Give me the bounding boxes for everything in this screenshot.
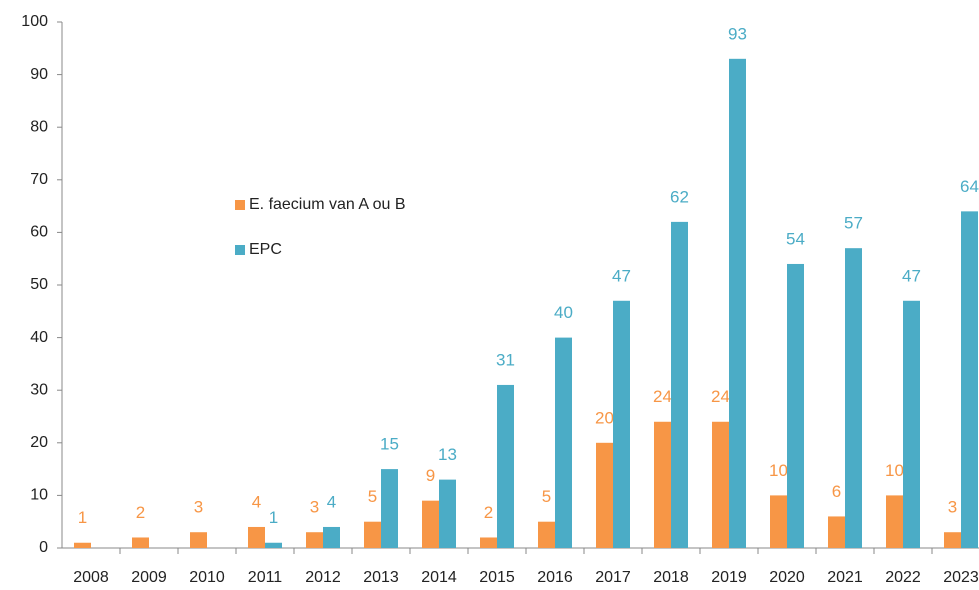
x-tick-label: 2016: [537, 569, 573, 586]
value-label: 57: [844, 214, 863, 233]
value-label: 93: [728, 24, 747, 43]
value-label: 3: [948, 498, 957, 517]
bar: [596, 442, 613, 548]
value-label: 4: [252, 492, 261, 511]
bar: [944, 532, 961, 548]
y-tick-label: 80: [30, 118, 48, 135]
x-tick-label: 2014: [421, 569, 457, 586]
y-tick-label: 100: [21, 13, 48, 30]
x-tick-label: 2011: [248, 569, 283, 586]
bar: [190, 532, 207, 548]
bar: [265, 542, 282, 548]
bar: [770, 495, 787, 548]
y-tick-label: 60: [30, 224, 48, 241]
bar: [828, 516, 845, 548]
value-label: 47: [902, 266, 921, 285]
legend-swatch: [235, 245, 245, 255]
bar: [555, 337, 572, 548]
legend-label: EPC: [249, 241, 282, 258]
x-tick-label: 2013: [363, 569, 399, 586]
bar: [845, 248, 862, 548]
bar: [886, 495, 903, 548]
y-tick-label: 70: [30, 171, 48, 188]
value-label: 10: [885, 461, 904, 480]
value-label: 9: [426, 466, 435, 485]
bar: [961, 211, 978, 549]
bar: [712, 421, 729, 548]
y-tick-label: 90: [30, 66, 48, 83]
value-label: 24: [711, 387, 730, 406]
bar: [381, 469, 398, 548]
bar: [323, 526, 340, 548]
value-label: 5: [542, 487, 551, 506]
value-label: 1: [269, 508, 278, 527]
bar: [903, 300, 920, 548]
bar: [132, 537, 149, 548]
x-tick-label: 2018: [653, 569, 689, 586]
value-label: 20: [595, 408, 614, 427]
legend-label: E. faecium van A ou B: [249, 196, 406, 213]
bar: [671, 221, 688, 548]
x-tick-label: 2022: [885, 569, 921, 586]
y-tick-label: 10: [30, 487, 48, 504]
value-label: 5: [368, 487, 377, 506]
x-tick-label: 2017: [595, 569, 631, 586]
value-label: 1: [78, 508, 87, 527]
bar: [497, 384, 514, 548]
y-tick-label: 50: [30, 276, 48, 293]
value-label: 13: [438, 445, 457, 464]
legend-swatch: [235, 200, 245, 210]
x-tick-label: 2010: [189, 569, 225, 586]
bar: [248, 526, 265, 548]
value-label: 47: [612, 266, 631, 285]
value-label: 24: [653, 387, 672, 406]
x-tick-label: 2023: [943, 569, 979, 586]
bar: [422, 500, 439, 548]
y-tick-label: 30: [30, 381, 48, 398]
value-label: 2: [484, 503, 493, 522]
bar: [439, 479, 456, 548]
bar: [480, 537, 497, 548]
x-tick-label: 2021: [827, 569, 863, 586]
x-tick-label: 2012: [305, 569, 341, 586]
bar: [654, 421, 671, 548]
bar: [538, 521, 555, 548]
bar: [74, 542, 91, 548]
x-tick-label: 2020: [769, 569, 805, 586]
x-tick-label: 2008: [73, 569, 109, 586]
value-label: 4: [327, 492, 336, 511]
value-label: 6: [832, 482, 841, 501]
bar: [613, 300, 630, 548]
y-tick-label: 40: [30, 329, 48, 346]
x-tick-label: 2009: [131, 569, 167, 586]
value-label: 2: [136, 503, 145, 522]
value-label: 62: [670, 187, 689, 206]
y-tick-label: 0: [39, 539, 48, 556]
x-tick-label: 2019: [711, 569, 747, 586]
value-label: 54: [786, 229, 805, 248]
value-label: 10: [769, 461, 788, 480]
bar: [306, 532, 323, 548]
bar: [364, 521, 381, 548]
value-label: 31: [496, 350, 515, 369]
value-label: 3: [310, 498, 319, 517]
value-label: 3: [194, 498, 203, 517]
value-label: 64: [960, 177, 979, 196]
bar: [729, 58, 746, 548]
bar: [787, 263, 804, 548]
x-tick-label: 2015: [479, 569, 515, 586]
value-label: 15: [380, 435, 399, 454]
y-tick-label: 20: [30, 434, 48, 451]
value-label: 40: [554, 303, 573, 322]
